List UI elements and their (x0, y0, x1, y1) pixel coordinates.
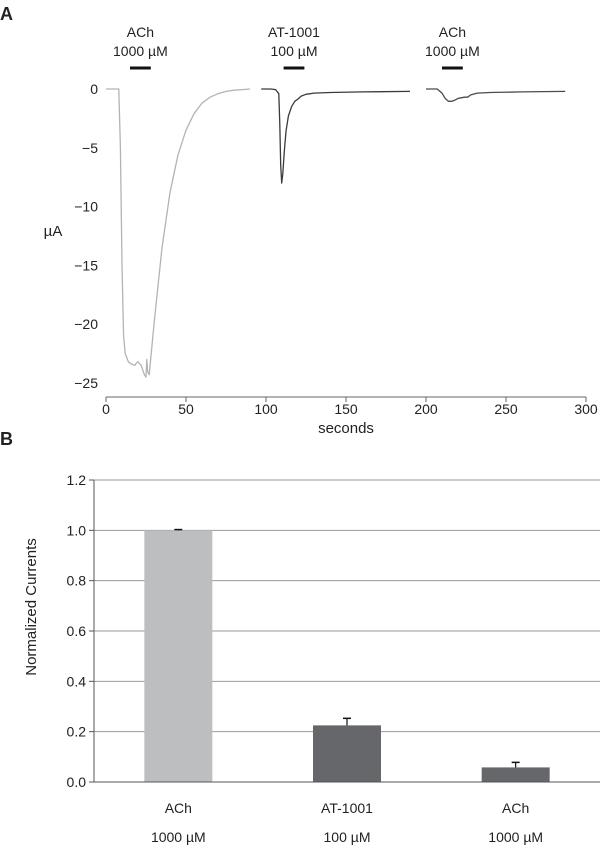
panel-a-application-bars: ACh 1000 µM AT-1001 100 µM ACh 1000 µM (113, 24, 480, 70)
panel-b-bars (144, 528, 550, 782)
panel-a-y-tick-label: −20 (74, 316, 98, 332)
panel-b-y-ticks: 0.0 0.2 0.4 0.6 0.8 1.0 1.2 (67, 472, 94, 790)
panel-b-category-name-3: ACh (502, 800, 529, 816)
panel-b-y-tick-label: 0.2 (67, 724, 87, 740)
panel-a-drug-conc-2: 100 µM (271, 43, 318, 59)
panel-a-y-tick-label: −5 (82, 140, 98, 156)
panel-b-category-labels: ACh 1000 µM AT-1001 100 µM ACh 1000 µM (151, 800, 543, 845)
panel-b-y-tick-label: 1.2 (67, 472, 87, 488)
panel-b-category-conc-2: 100 µM (324, 829, 371, 845)
panel-a-y-ticks: 0 −5 −10 −15 −20 −25 (74, 81, 98, 391)
panel-a-y-axis-label: µA (44, 223, 63, 240)
panel-a: A seconds µA 0 50 100 150 200 250 300 0 −5 −10 −1… (0, 4, 598, 437)
panel-b-y-axis-label: Normalized Currents (23, 538, 40, 676)
panel-a-x-tick-label: 50 (178, 401, 194, 417)
panel-b-y-tick-label: 0.6 (67, 623, 87, 639)
panel-a-drug-name-1: ACh (127, 24, 154, 40)
panel-a-trace-2 (261, 88, 411, 184)
panel-b-y-tick-label: 0.0 (67, 774, 87, 790)
panel-a-drug-name-2: AT-1001 (268, 24, 320, 40)
panel-a-traces (106, 88, 566, 378)
panel-a-trace-1 (106, 88, 251, 378)
panel-a-x-ticks: 0 50 100 150 200 250 300 (102, 397, 598, 417)
panel-b-bar-3 (481, 767, 550, 782)
panel-a-x-tick-label: 250 (494, 401, 518, 417)
panel-b-y-tick-label: 1.0 (67, 522, 87, 538)
panel-b-bar-1 (144, 530, 213, 782)
panel-a-label: A (0, 4, 13, 24)
panel-a-trace-3 (426, 88, 566, 102)
panel-a-x-tick-label: 300 (574, 401, 598, 417)
panel-b-category-name-2: AT-1001 (321, 800, 373, 816)
panel-a-x-axis-label: seconds (318, 420, 374, 437)
panel-b-bar-2 (313, 725, 381, 782)
panel-b-y-tick-label: 0.4 (67, 673, 87, 689)
panel-a-drug-conc-3: 1000 µM (425, 43, 480, 59)
panel-a-x-tick-label: 100 (254, 401, 278, 417)
panel-a-y-tick-label: 0 (90, 81, 98, 97)
panel-a-drug-name-3: ACh (439, 24, 466, 40)
panel-b-y-tick-label: 0.8 (67, 573, 87, 589)
panel-b-category-conc-3: 1000 µM (488, 829, 543, 845)
panel-a-x-tick-label: 150 (334, 401, 358, 417)
panel-a-x-tick-label: 200 (414, 401, 438, 417)
panel-a-y-tick-label: −15 (74, 257, 98, 273)
panel-a-y-tick-label: −25 (74, 375, 98, 391)
panel-a-drug-conc-1: 1000 µM (113, 43, 168, 59)
panel-a-x-tick-label: 0 (102, 401, 110, 417)
panel-b-category-conc-1: 1000 µM (151, 829, 206, 845)
panel-b-category-name-1: ACh (165, 800, 192, 816)
panel-b: B Normalized Currents 0.0 0.2 0.4 0.6 0.8 1.0… (0, 429, 600, 845)
panel-b-label: B (0, 429, 13, 449)
panel-a-y-tick-label: −10 (74, 199, 98, 215)
